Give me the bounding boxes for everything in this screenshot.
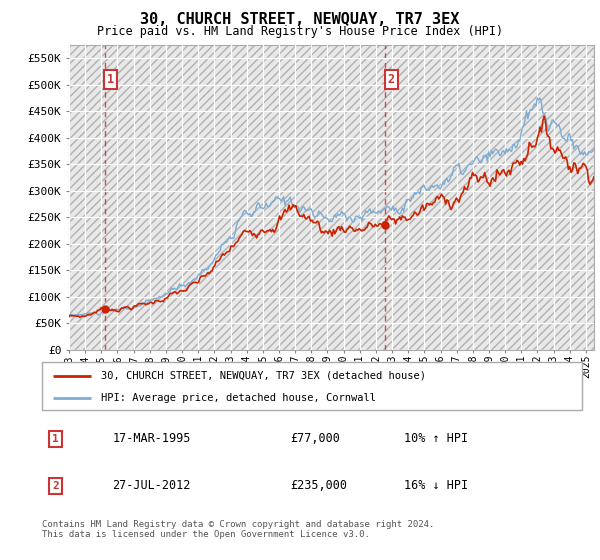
Text: 2: 2 bbox=[388, 73, 395, 86]
Text: £77,000: £77,000 bbox=[290, 432, 340, 445]
Text: 30, CHURCH STREET, NEWQUAY, TR7 3EX: 30, CHURCH STREET, NEWQUAY, TR7 3EX bbox=[140, 12, 460, 27]
Text: 16% ↓ HPI: 16% ↓ HPI bbox=[404, 479, 468, 492]
Text: 2: 2 bbox=[52, 481, 59, 491]
Text: 17-MAR-1995: 17-MAR-1995 bbox=[112, 432, 191, 445]
Text: £235,000: £235,000 bbox=[290, 479, 347, 492]
Text: 1: 1 bbox=[107, 73, 114, 86]
Text: 27-JUL-2012: 27-JUL-2012 bbox=[112, 479, 191, 492]
Text: Price paid vs. HM Land Registry's House Price Index (HPI): Price paid vs. HM Land Registry's House … bbox=[97, 25, 503, 38]
Text: 10% ↑ HPI: 10% ↑ HPI bbox=[404, 432, 468, 445]
Text: Contains HM Land Registry data © Crown copyright and database right 2024.
This d: Contains HM Land Registry data © Crown c… bbox=[42, 520, 434, 539]
FancyBboxPatch shape bbox=[42, 362, 582, 410]
Text: 30, CHURCH STREET, NEWQUAY, TR7 3EX (detached house): 30, CHURCH STREET, NEWQUAY, TR7 3EX (det… bbox=[101, 371, 427, 381]
Text: HPI: Average price, detached house, Cornwall: HPI: Average price, detached house, Corn… bbox=[101, 393, 376, 403]
Text: 1: 1 bbox=[52, 434, 59, 444]
